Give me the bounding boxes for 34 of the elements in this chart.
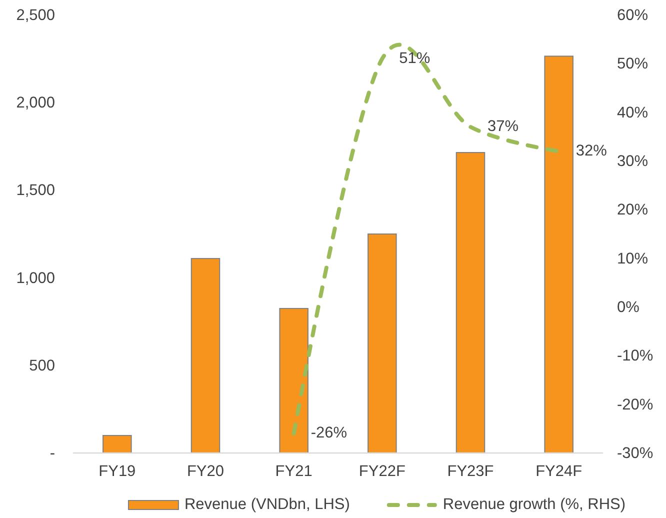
y2-tick-label: 50% — [617, 56, 648, 73]
y2-tick-label: 10% — [617, 250, 648, 268]
x-tick-label: FY19 — [98, 463, 136, 480]
data-label: -26% — [310, 424, 348, 442]
y2-tick-label: 20% — [617, 202, 648, 219]
x-tick-label: FY20 — [186, 463, 224, 480]
y-tick-label: 500 — [29, 357, 56, 374]
y2-tick-label: -20% — [617, 396, 654, 414]
x-tick-label: FY23F — [447, 463, 494, 480]
bar — [279, 308, 308, 454]
y-tick-label: 2,000 — [16, 94, 56, 112]
y-tick-label: - — [50, 444, 55, 462]
x-tick-label: FY24F — [536, 463, 582, 480]
legend-label: Revenue (VNDbn, LHS) — [184, 496, 350, 514]
y-tick-label: 1,000 — [16, 270, 56, 287]
bar — [368, 234, 397, 454]
data-label: 51% — [399, 50, 430, 67]
y2-tick-label: 60% — [617, 6, 648, 24]
y2-tick-label: 30% — [617, 152, 648, 170]
legend-label: Revenue growth (%, RHS) — [442, 496, 626, 514]
data-label: 32% — [576, 142, 608, 160]
bar — [102, 434, 132, 454]
x-tick-label: FY22F — [358, 463, 406, 480]
y2-tick-label: 0% — [617, 298, 640, 316]
y2-tick-label: -10% — [617, 348, 654, 365]
bar — [190, 258, 220, 454]
data-label: 37% — [488, 118, 519, 136]
y-tick-label: 1,500 — [16, 182, 56, 200]
y2-tick-label: -30% — [617, 444, 654, 462]
x-tick-label: FY21 — [275, 463, 312, 480]
bar — [456, 152, 486, 454]
y-tick-label: 2,500 — [16, 6, 56, 24]
y2-tick-label: 40% — [617, 104, 648, 122]
bar — [544, 56, 574, 454]
